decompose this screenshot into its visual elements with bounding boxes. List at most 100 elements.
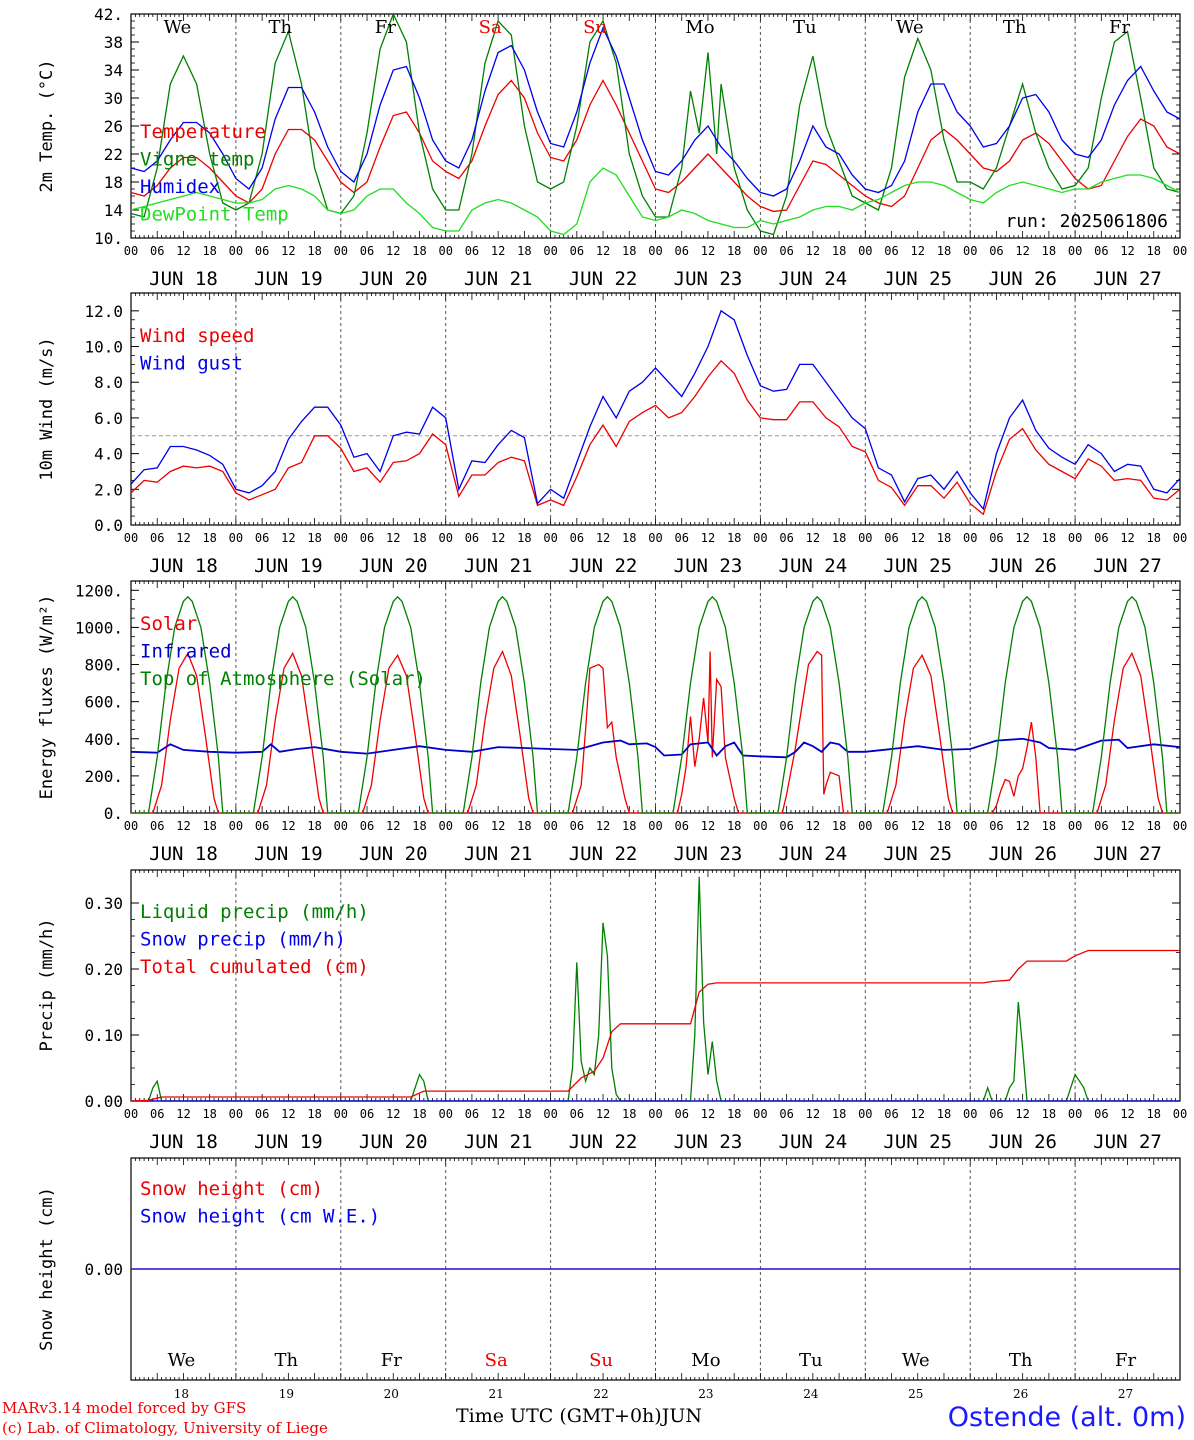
- panel-1-hour-label: 18: [937, 244, 951, 258]
- panel-1-date-label: JUN 18: [149, 268, 218, 290]
- panel-4-date-label: JUN 18: [149, 1131, 218, 1153]
- panel-2-hour-label: 06: [150, 531, 164, 545]
- panel-1-hour-label: 18: [832, 244, 846, 258]
- panel-3-hour-label: 06: [884, 819, 898, 833]
- panel-2-hour-label: 12: [176, 531, 190, 545]
- panel-3-y-tick-label: 200.: [84, 767, 123, 786]
- panel-4-date-label: JUN 22: [569, 1131, 638, 1153]
- panel-2-hour-label: 00: [124, 531, 138, 545]
- panel-2-y-axis-label: 10m Wind (m/s): [37, 337, 57, 480]
- panel-3-hour-label: 18: [1147, 819, 1161, 833]
- panel-2-hour-label: 12: [386, 531, 400, 545]
- panel-3-hour-label: 00: [124, 819, 138, 833]
- panel-3-hour-label: 00: [229, 819, 243, 833]
- panel-1-hour-label: 18: [727, 244, 741, 258]
- weekday-label-top: Fr: [1109, 17, 1130, 38]
- panel-3-hour-label: 18: [1042, 819, 1056, 833]
- panel-2-date-label: JUN 27: [1093, 555, 1162, 577]
- day-number-label: 18: [174, 1387, 189, 1401]
- panel-2-hour-label: 12: [596, 531, 610, 545]
- panel-3-hour-label: 00: [1068, 819, 1082, 833]
- panel-1-hour-label: 06: [1094, 244, 1108, 258]
- panel-1-hour-label: 12: [806, 244, 820, 258]
- panel-3-hour-label: 12: [806, 819, 820, 833]
- panel-2-hour-label: 06: [884, 531, 898, 545]
- panel-2-hour-label: 06: [360, 531, 374, 545]
- panel-3-hour-label: 06: [779, 819, 793, 833]
- panel-2-hour-label: 06: [674, 531, 688, 545]
- weekday-label-bottom: Th: [275, 1350, 299, 1371]
- panel-1-hour-label: 12: [911, 244, 925, 258]
- day-number-label: 20: [384, 1387, 399, 1401]
- panel-1-y-tick-label: 38: [104, 33, 123, 52]
- day-number-label: 27: [1118, 1387, 1133, 1401]
- panel-3-hour-label: 12: [281, 819, 295, 833]
- panel-1-hour-label: 06: [674, 244, 688, 258]
- panel-1-date-label: JUN 21: [464, 268, 533, 290]
- weekday-label-bottom: Th: [1009, 1350, 1033, 1371]
- panel-2-hour-label: 06: [1094, 531, 1108, 545]
- panel-4-hour-label: 18: [1147, 1107, 1161, 1121]
- panel-1-hour-label: 12: [1015, 244, 1029, 258]
- panel-1-hour-label: 18: [307, 244, 321, 258]
- weekday-label-top: We: [896, 17, 924, 38]
- panel-2-hour-label: 00: [858, 531, 872, 545]
- panel-2-y-tick-label: 0.0: [94, 516, 123, 535]
- panel-1-hour-label: 00: [1068, 244, 1082, 258]
- panel-4-hour-label: 12: [281, 1107, 295, 1121]
- panel-1-hour-label: 06: [360, 244, 374, 258]
- panel-1-hour-label: 18: [1042, 244, 1056, 258]
- panel-4-hour-label: 00: [229, 1107, 243, 1121]
- panel-1-hour-label: 06: [465, 244, 479, 258]
- panel-1-hour-label: 00: [229, 244, 243, 258]
- panel-1-hour-label: 06: [989, 244, 1003, 258]
- panel-1-y-tick-label: 22: [104, 145, 123, 164]
- panel-2-hour-label: 00: [648, 531, 662, 545]
- station-name: Ostende (alt. 0m): [947, 1402, 1186, 1433]
- panel-5-legend-entry: Snow height (cm): [140, 1178, 323, 1200]
- panel-4-date-label: JUN 19: [254, 1131, 323, 1153]
- weekday-label-top: We: [164, 17, 192, 38]
- panel-4-y-axis-label: Precip (mm/h): [37, 918, 57, 1051]
- panel-4-hour-label: 06: [989, 1107, 1003, 1121]
- panel-1-date-label: JUN 22: [569, 268, 638, 290]
- panel-3-date-label: JUN 19: [254, 843, 323, 865]
- panel-2-hour-label: 12: [701, 531, 715, 545]
- panel-4-hour-label: 00: [543, 1107, 557, 1121]
- panel-1-y-tick-label: 26: [104, 117, 123, 136]
- panel-4-hour-label: 18: [622, 1107, 636, 1121]
- run-annotation: run: 2025061806: [1005, 211, 1168, 232]
- panel-2-hour-label: 00: [229, 531, 243, 545]
- panel-1-hour-label: 06: [779, 244, 793, 258]
- panel-2-hour-label: 12: [281, 531, 295, 545]
- panel-3-series-solar: [131, 649, 1180, 814]
- panel-4-date-label: JUN 24: [779, 1131, 848, 1153]
- panel-2-hour-label: 18: [937, 531, 951, 545]
- panel-4-hour-label: 18: [937, 1107, 951, 1121]
- panel-1-date-label: JUN 27: [1093, 268, 1162, 290]
- panel-2-hour-label: 18: [517, 531, 531, 545]
- panel-3-hour-label: 00: [648, 819, 662, 833]
- weekday-label-bottom: Sa: [485, 1350, 508, 1371]
- panel-2-date-label: JUN 25: [883, 555, 952, 577]
- panel-2-hour-label: 00: [543, 531, 557, 545]
- panel-2-hour-label: 00: [438, 531, 452, 545]
- time-axis-label: Time UTC (GMT+0h): [456, 1405, 662, 1427]
- panel-3-date-label: JUN 23: [674, 843, 743, 865]
- panel-1-y-tick-label: 10.: [94, 229, 123, 248]
- panel-1-hour-label: 06: [884, 244, 898, 258]
- panel-5-legend-entry: Snow height (cm W.E.): [140, 1206, 380, 1228]
- panel-1-hour-label: 06: [150, 244, 164, 258]
- panel-3-hour-label: 18: [202, 819, 216, 833]
- day-number-label: 26: [1013, 1387, 1028, 1401]
- panel-1-y-tick-label: 18: [104, 173, 123, 192]
- panel-2-hour-label: 18: [1147, 531, 1161, 545]
- panel-4-hour-label: 18: [1042, 1107, 1056, 1121]
- panel-2-hour-label: 06: [779, 531, 793, 545]
- panel-3-hour-label: 06: [255, 819, 269, 833]
- weekday-label-top: Th: [269, 17, 293, 38]
- weekday-label-bottom: We: [168, 1350, 196, 1371]
- panel-4-legend-entry: Liquid precip (mm/h): [140, 901, 369, 923]
- panel-4-y-tick-label: 0.00: [84, 1092, 123, 1111]
- panel-2-hour-label: 00: [334, 531, 348, 545]
